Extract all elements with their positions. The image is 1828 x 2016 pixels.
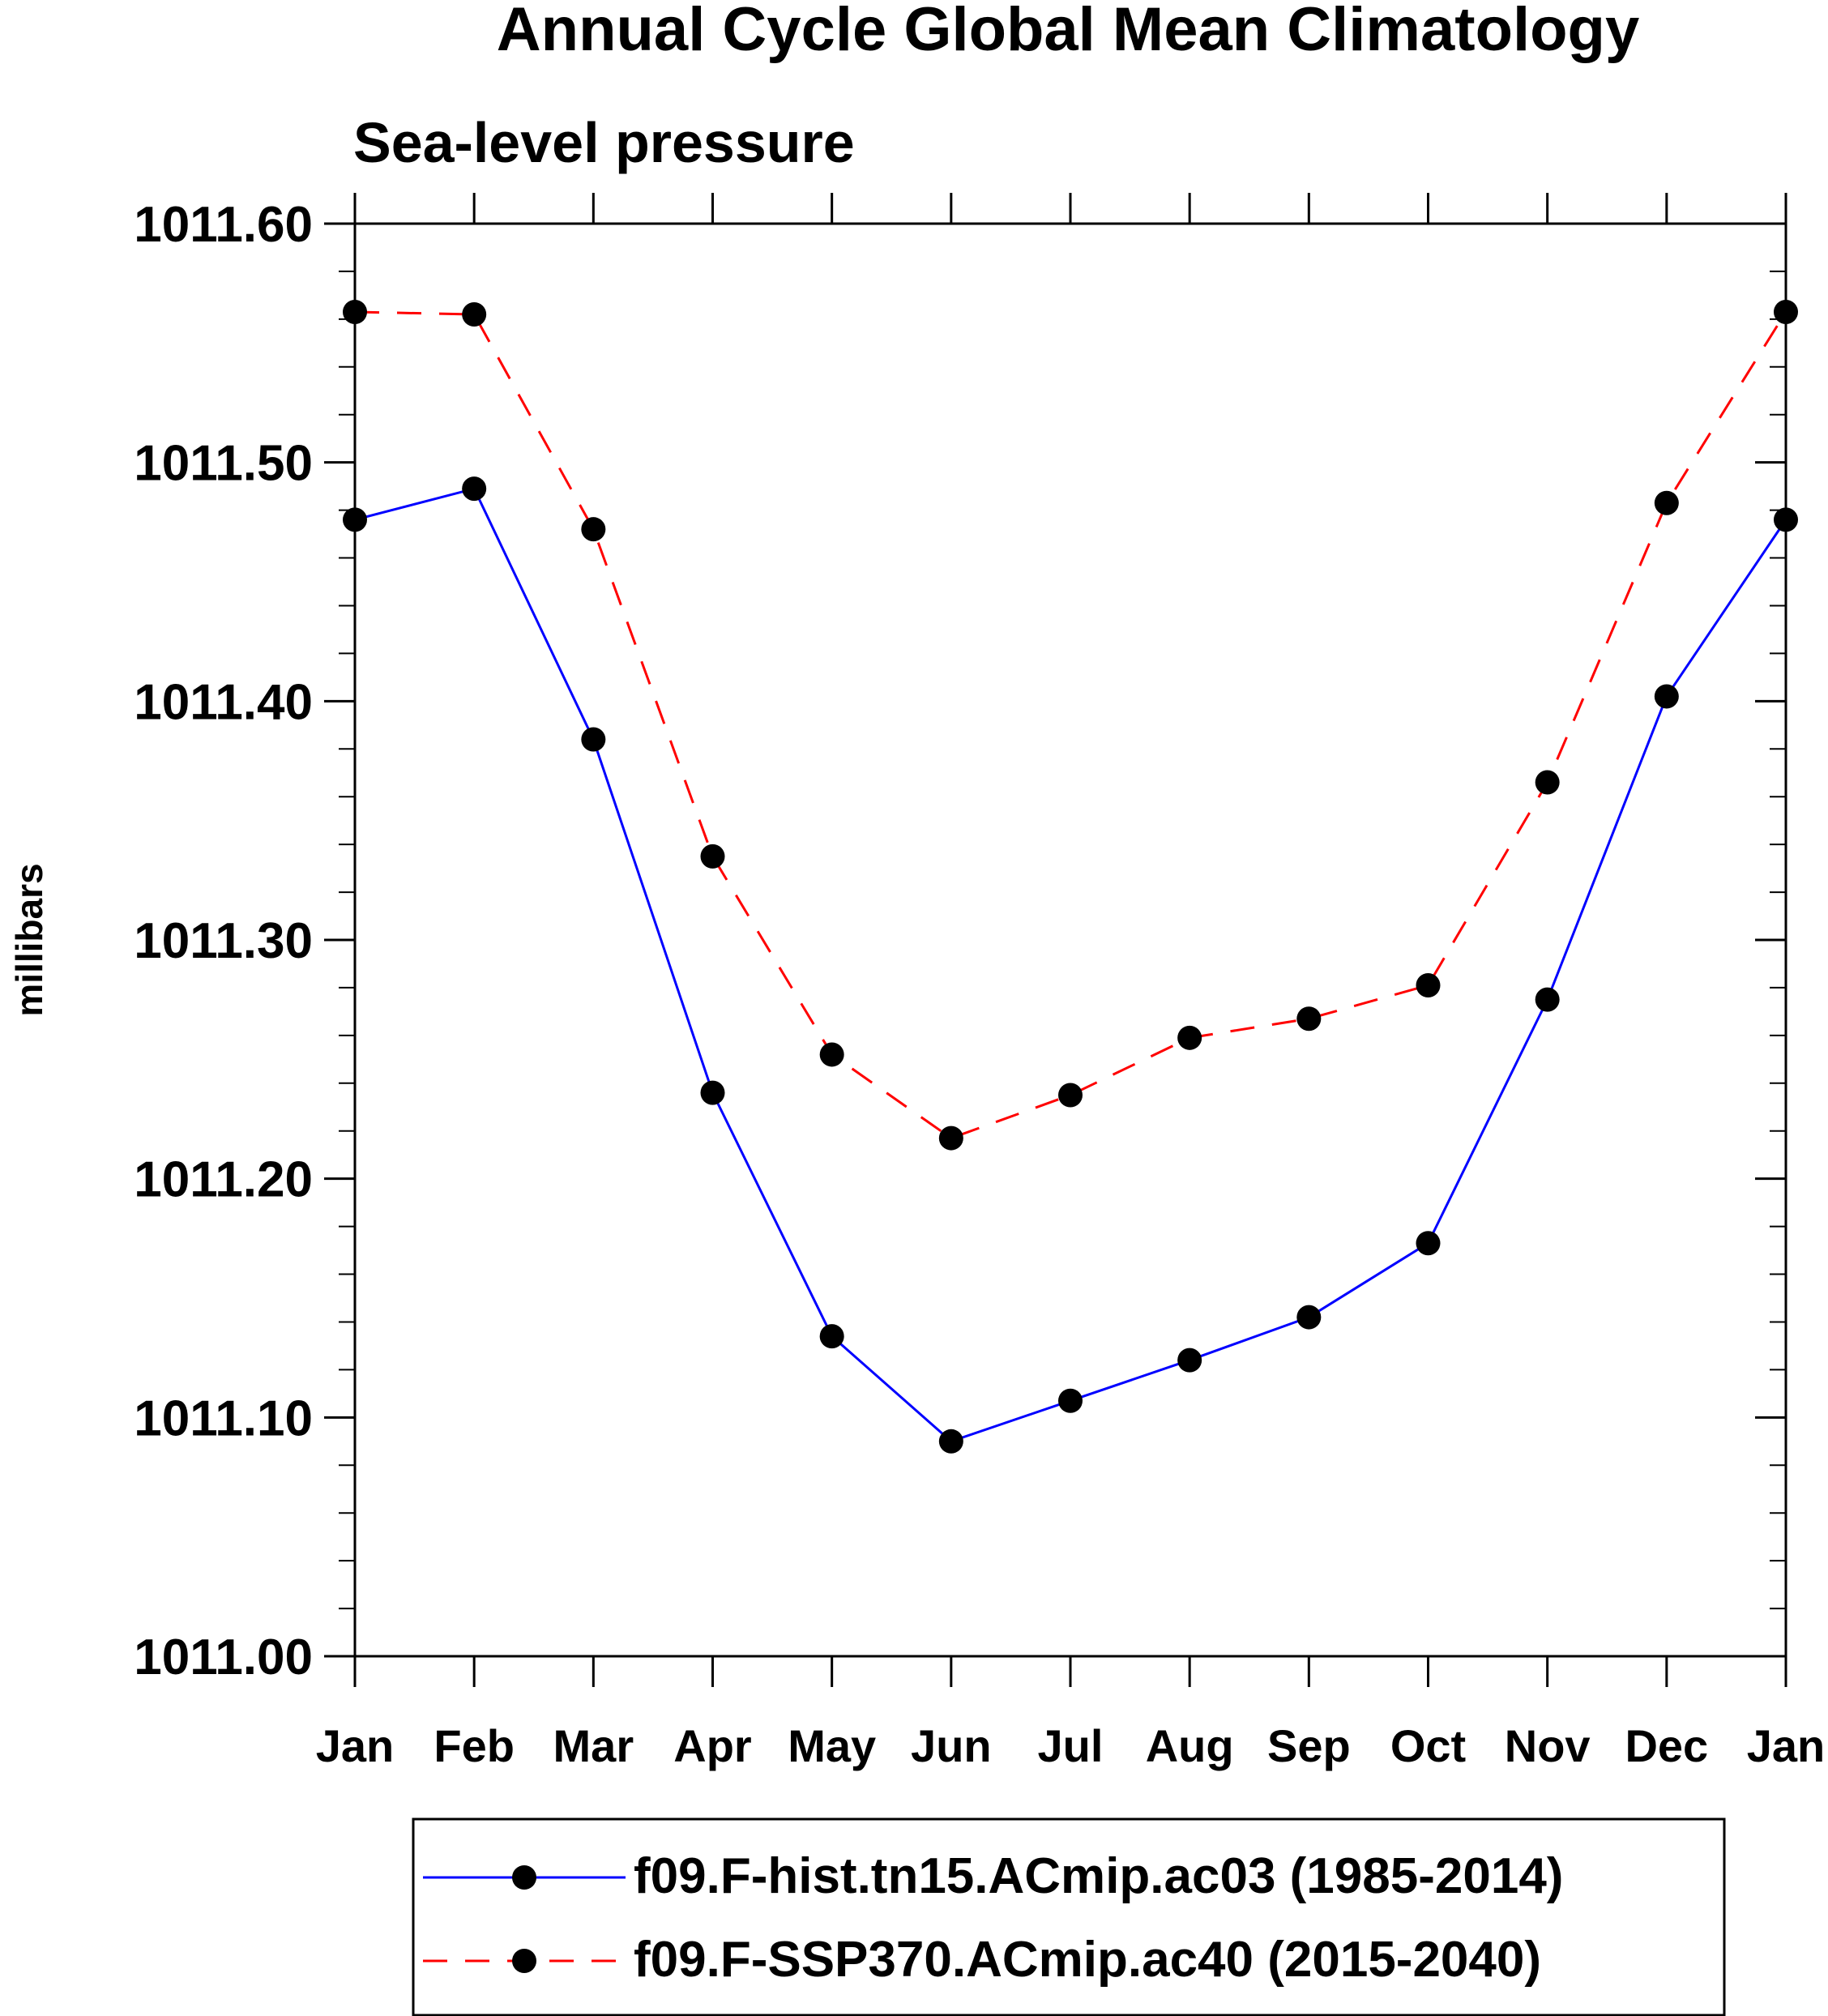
y-axis-label: millibars [8,863,50,1016]
major-ticks [324,193,1787,1687]
plot-frame [353,222,1787,1658]
series-1-point [1535,770,1560,795]
chart-subtitle: Sea-level pressure [353,111,855,174]
series-markers [343,300,1798,1454]
y-tick-label: 1011.50 [134,436,313,492]
series-1-point [581,517,606,542]
y-tick-label: 1011.30 [134,913,313,969]
series-0-point [700,1080,725,1105]
legend-label-ssp: f09.F-SSP370.ACmip.ac40 (2015-2040) [634,1932,1541,1988]
legend-marker-hist [512,1865,536,1890]
x-tick-label: Jan [316,1720,395,1771]
series-1-point [1177,1025,1202,1050]
x-tick-label: Nov [1505,1720,1591,1771]
legend-box [412,1817,1726,2016]
x-tick-label: May [788,1720,876,1771]
series-1-point [700,844,725,869]
legend-label-hist: f09.F-hist.tn15.ACmip.ac03 (1985-2014) [634,1848,1563,1904]
series-0-point [581,727,606,752]
series-1-point [1296,1006,1322,1031]
series-0-point [1654,684,1679,709]
x-tick-label: Aug [1146,1720,1234,1771]
x-tick-label: Sep [1267,1720,1351,1771]
series-1-point [938,1125,963,1151]
x-tick-label: Jan [1747,1720,1826,1771]
series-0-point [462,476,487,502]
y-tick-labels: 1011.00 1011.10 1011.20 1011.30 1011.40 1011.… [134,197,313,1685]
legend-marker-ssp [512,1949,536,1973]
series-line-0 [354,487,1787,1443]
series-lines [354,310,1787,1443]
y-tick-label: 1011.10 [134,1390,313,1446]
y-tick-label: 1011.00 [134,1629,313,1685]
x-tick-label: Dec [1625,1720,1708,1771]
x-tick-label: Jul [1038,1720,1104,1771]
y-tick-label: 1011.60 [134,197,313,253]
series-0-point [1416,1231,1441,1256]
series-1-point [1058,1083,1083,1108]
series-1-point [819,1042,844,1067]
series-line-1 [354,310,1787,1140]
x-tick-labels: Jan Feb Mar Apr May Jun Jul Aug Sep Oct Nov Dec Jan [316,1720,1826,1771]
x-tick-label: Feb [434,1720,515,1771]
series-0-point [819,1324,844,1349]
legend: f09.F-hist.tn15.ACmip.ac03 (1985-2014) f… [412,1817,1726,2016]
series-0-point [1177,1348,1202,1373]
series-0-point [1535,987,1560,1012]
series-1-point [1654,490,1679,515]
series-1-point [462,301,487,327]
y-tick-label: 1011.20 [134,1152,313,1208]
series-1-point [1416,972,1441,997]
x-tick-label: Jun [911,1720,992,1771]
x-tick-label: Mar [553,1720,634,1771]
y-tick-label: 1011.40 [134,674,313,730]
series-0-point [1296,1305,1322,1330]
x-tick-label: Apr [673,1720,751,1771]
x-tick-label: Oct [1390,1720,1466,1771]
chart-title: Annual Cycle Global Mean Climatology [497,0,1639,64]
series-0-point [938,1429,963,1454]
series-0-point [1058,1388,1083,1413]
